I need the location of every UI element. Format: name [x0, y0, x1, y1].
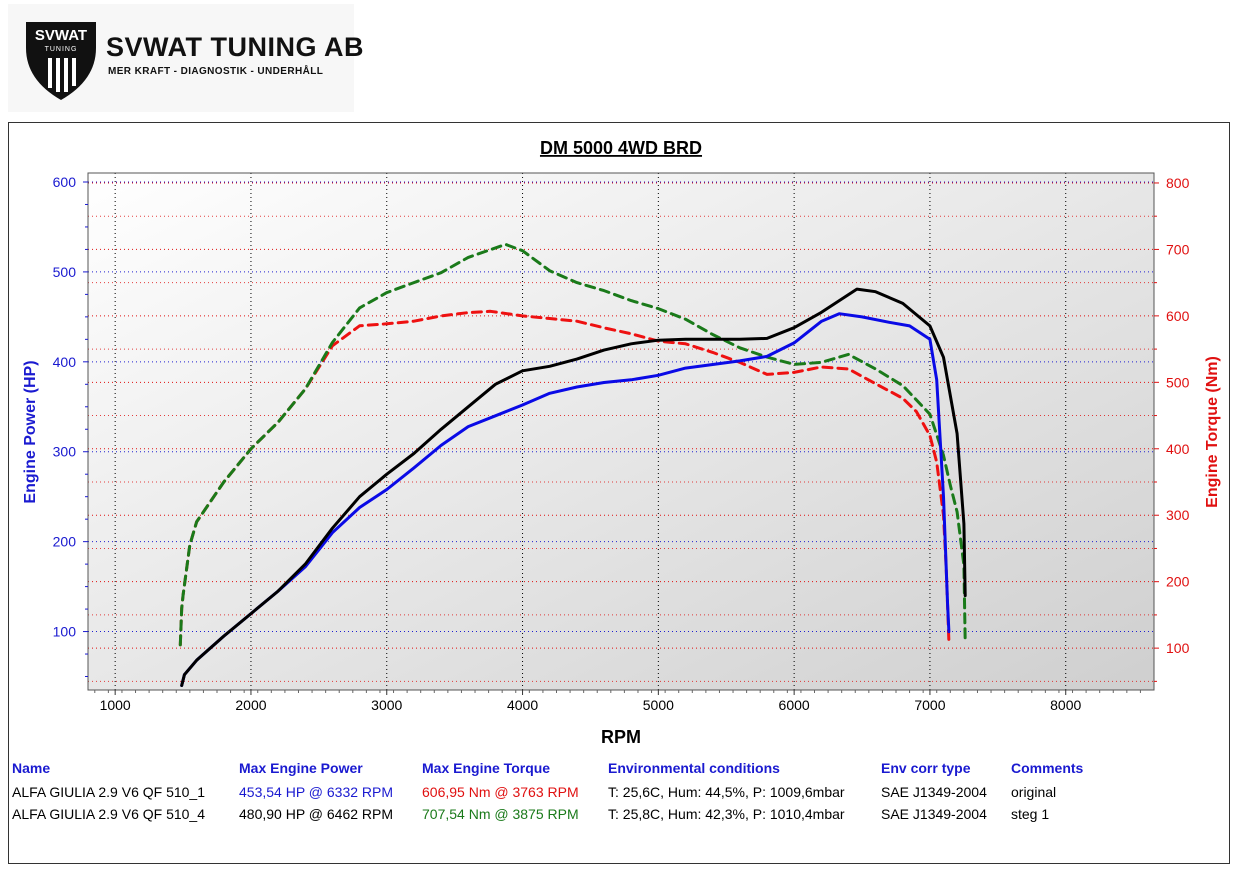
y2-axis-label: Engine Torque (Nm): [1204, 356, 1221, 508]
row1-env: T: 25,6C, Hum: 44,5%, P: 1009,6mbar: [608, 784, 845, 800]
x-tick-label: 2000: [235, 697, 266, 713]
plot-area: [88, 173, 1154, 690]
y2-tick-label: 400: [1166, 441, 1190, 457]
row2-max-torque: 707,54 Nm @ 3875 RPM: [422, 806, 579, 822]
row2-max-power: 480,90 HP @ 6462 RPM: [239, 806, 394, 822]
row2-env-corr: SAE J1349-2004: [881, 806, 987, 822]
dyno-chart: 1000 2000 3000 4000 5000 6000 7000 8000 100 200 30…: [22, 138, 1221, 747]
row1-comments: original: [1011, 784, 1057, 800]
y2-tick-label: 300: [1166, 507, 1190, 523]
y2-tick-label: 500: [1166, 374, 1190, 390]
x-axis-label: RPM: [601, 727, 641, 747]
run2-torque-line: [178, 242, 967, 647]
row2-env: T: 25,8C, Hum: 42,3%, P: 1010,4mbar: [608, 806, 845, 822]
x-tick-label: 3000: [371, 697, 402, 713]
y-axis-label: Engine Power (HP): [22, 360, 39, 503]
y-tick-label: 100: [53, 624, 77, 640]
header-env-corr: Env corr type: [881, 760, 971, 776]
y2-tick-label: 800: [1166, 175, 1190, 191]
header-max-torque: Max Engine Torque: [422, 760, 551, 776]
plot-border: [87, 172, 1155, 691]
header-max-power: Max Engine Power: [239, 760, 363, 776]
company-name: SVWAT TUNING AB: [106, 32, 364, 62]
y-tick-label: 200: [53, 534, 77, 550]
row1-max-torque: 606,95 Nm @ 3763 RPM: [422, 784, 579, 800]
y2-tick-label: 700: [1166, 241, 1190, 257]
run2-power-line: [180, 287, 967, 687]
x-tick-label: 8000: [1050, 697, 1081, 713]
x-tick-label: 7000: [914, 697, 945, 713]
y-tick-label: 600: [53, 174, 77, 190]
y-tick-label: 300: [53, 444, 77, 460]
svwat-badge-icon: SVWAT TUNING: [26, 22, 96, 100]
y-tick-label: 500: [53, 264, 77, 280]
row1-env-corr: SAE J1349-2004: [881, 784, 987, 800]
y-tick-label: 400: [53, 354, 77, 370]
y2-tick-label: 200: [1166, 574, 1190, 590]
x-tick-label: 5000: [643, 697, 674, 713]
header-env: Environmental conditions: [608, 760, 780, 776]
x-tick-label: 6000: [779, 697, 810, 713]
results-table: Name Max Engine Power Max Engine Torque …: [8, 758, 1230, 864]
row1-max-power: 453,54 HP @ 6332 RPM: [239, 784, 394, 800]
svg-text:SVWAT: SVWAT: [35, 27, 87, 44]
row2-comments: steg 1: [1011, 806, 1050, 822]
x-tick-label: 4000: [507, 697, 538, 713]
svg-text:TUNING: TUNING: [45, 46, 78, 53]
y2-tick-label: 100: [1166, 640, 1190, 656]
chart-title: DM 5000 4WD BRD: [540, 138, 702, 158]
row1-name: ALFA GIULIA 2.9 V6 QF 510_1: [12, 784, 206, 800]
company-logo: SVWAT TUNING SVWAT TUNING AB MER KRAFT -…: [8, 4, 364, 112]
y2-tick-label: 600: [1166, 308, 1190, 324]
row2-name: ALFA GIULIA 2.9 V6 QF 510_4: [12, 806, 206, 822]
x-tick-label: 1000: [100, 697, 131, 713]
header-name: Name: [12, 760, 51, 776]
dyno-report-frame: 1000 2000 3000 4000 5000 6000 7000 8000 100 200 30…: [8, 122, 1230, 864]
company-tagline: MER KRAFT - DIAGNOSTIK - UNDERHÅLL: [108, 66, 324, 77]
header-comments: Comments: [1011, 760, 1084, 776]
